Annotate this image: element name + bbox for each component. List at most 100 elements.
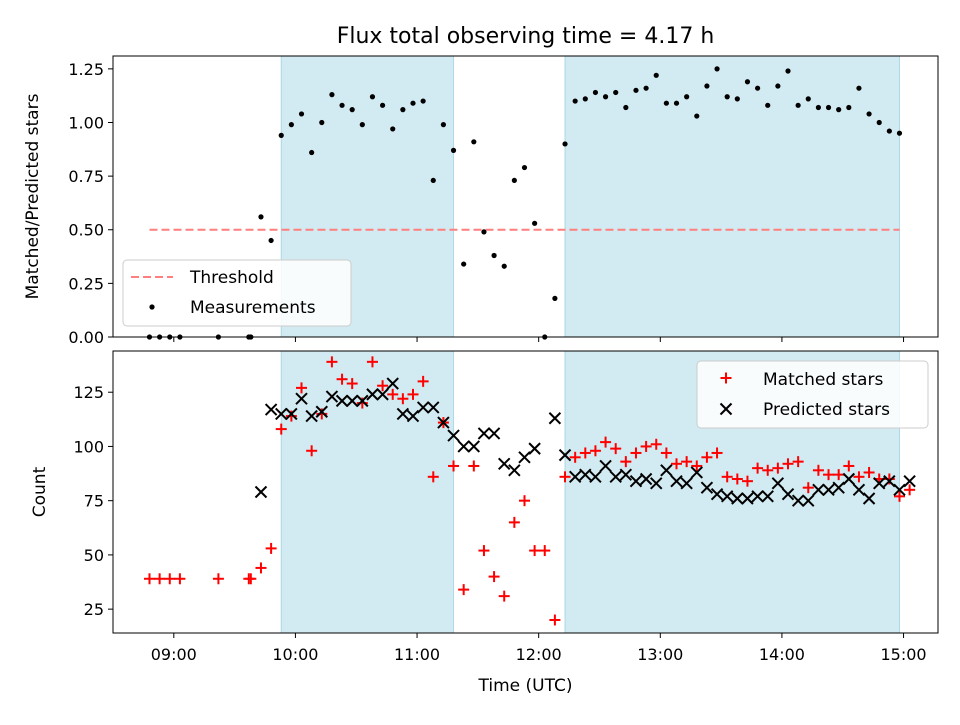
- predicted-point: [579, 468, 592, 481]
- matched-point: [691, 460, 703, 472]
- measurement-point: [258, 214, 264, 220]
- measurement-point: [450, 147, 457, 153]
- matched-point: [752, 462, 764, 474]
- matched-point: [650, 438, 662, 450]
- measurement-point: [694, 113, 700, 119]
- predicted-point: [457, 440, 470, 453]
- matched-point: [265, 542, 277, 554]
- x-tick-label: 10:00: [272, 645, 318, 664]
- bottom-panel: 25 50 75 100 125 09:00 10:00 11:00 12:00 13:00 14:…: [73, 350, 939, 664]
- y-tick-label: 100: [73, 437, 104, 456]
- predicted-point: [639, 472, 653, 486]
- x-tick-label: 13:00: [637, 645, 683, 664]
- matched-point: [660, 447, 672, 459]
- predicted-point: [862, 492, 876, 505]
- measurement-point: [329, 92, 335, 98]
- legend-measurement-swatch: [149, 304, 155, 310]
- measurement-point: [815, 104, 822, 111]
- y-tick-label: 0.75: [68, 167, 104, 186]
- matched-point: [427, 471, 439, 483]
- predicted-point: [254, 485, 268, 499]
- matched-point: [640, 440, 652, 452]
- predicted-point: [629, 474, 643, 488]
- matched-point: [498, 590, 510, 602]
- measurement-point: [734, 96, 740, 102]
- measurement-point: [552, 295, 558, 301]
- matched-point: [468, 460, 480, 472]
- predicted-point: [822, 483, 835, 497]
- legend-measurement-label: Measurements: [190, 298, 316, 318]
- measurement-point: [785, 68, 791, 74]
- predicted-point: [285, 407, 298, 421]
- legend-matched-label: Matched stars: [763, 370, 883, 390]
- measurement-point: [278, 132, 284, 138]
- predicted-point: [568, 470, 582, 484]
- matched-point: [802, 482, 814, 494]
- predicted-point: [802, 494, 815, 507]
- matched-point: [549, 614, 561, 626]
- x-tick-label: 15:00: [880, 645, 926, 664]
- matched-point: [212, 573, 224, 585]
- y-tick-label: 1.25: [68, 60, 104, 79]
- matched-point: [448, 460, 460, 472]
- predicted-point: [720, 490, 734, 503]
- matched-point: [904, 484, 916, 496]
- measurement-point: [359, 122, 365, 128]
- measurement-point: [724, 94, 730, 100]
- matched-point: [366, 356, 378, 368]
- predicted-point: [518, 451, 531, 464]
- matched-point: [306, 445, 318, 457]
- predicted-point: [751, 490, 764, 503]
- measurement-point: [440, 122, 447, 128]
- matched-point: [589, 445, 601, 457]
- predicted-point: [832, 481, 845, 494]
- matched-point: [762, 464, 774, 476]
- predicted-point: [335, 394, 349, 408]
- predicted-point: [264, 403, 278, 416]
- measurement-point: [775, 83, 781, 89]
- predicted-point: [528, 442, 541, 455]
- predicted-point: [325, 390, 339, 403]
- predicted-point: [771, 477, 785, 490]
- matched-point: [245, 573, 257, 585]
- predicted-point: [710, 487, 724, 501]
- chart-title: Flux total observing time = 4.17 h: [337, 24, 715, 49]
- y-tick-label: 1.00: [68, 113, 104, 132]
- legend-box: [122, 259, 352, 327]
- matched-point: [356, 397, 368, 409]
- predicted-point: [305, 409, 318, 423]
- predicted-point: [741, 492, 754, 505]
- measurement-point: [390, 126, 396, 132]
- shaded-span: [565, 56, 900, 337]
- top-y-axis-label: Matched/Predicted stars: [23, 93, 43, 299]
- predicted-point: [275, 407, 288, 421]
- predicted-point: [548, 412, 562, 425]
- y-tick-label: 0.25: [68, 274, 104, 293]
- matched-point: [488, 571, 500, 583]
- matched-point: [143, 573, 155, 585]
- predicted-point: [619, 468, 633, 481]
- predicted-point: [558, 448, 572, 462]
- measurement-point: [633, 87, 639, 93]
- predicted-point: [599, 459, 612, 473]
- matched-point: [458, 584, 470, 596]
- matched-point: [417, 375, 429, 387]
- predicted-point: [447, 429, 460, 442]
- predicted-point: [781, 487, 795, 501]
- measurement-point: [430, 177, 436, 184]
- measurement-point: [623, 104, 629, 111]
- measurement-point: [572, 98, 578, 104]
- predicted-point: [315, 405, 328, 418]
- measurement-point: [420, 98, 426, 104]
- matched-point: [387, 388, 399, 400]
- matched-point: [681, 456, 693, 468]
- legend-threshold-label: Threshold: [189, 268, 274, 288]
- matched-point: [731, 473, 743, 485]
- matched-point: [812, 464, 824, 476]
- measurement-point: [511, 177, 517, 184]
- measurement-point: [319, 119, 325, 126]
- measurement-point: [501, 263, 507, 269]
- measurement-point: [602, 94, 609, 100]
- predicted-point: [477, 427, 491, 440]
